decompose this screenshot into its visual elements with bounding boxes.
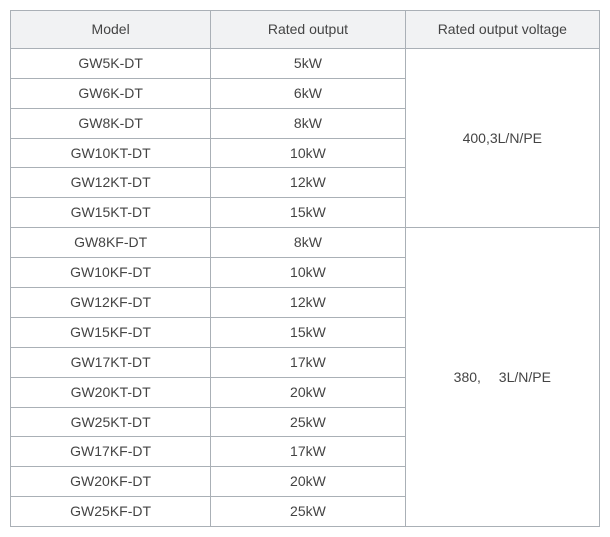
cell-output: 20kW [211,467,405,497]
cell-model: GW20KT-DT [11,377,211,407]
cell-voltage: 380, 3L/N/PE [405,228,599,527]
cell-model: GW25KF-DT [11,497,211,527]
cell-voltage: 400,3L/N/PE [405,48,599,227]
table-body: GW5K-DT5kW400,3L/N/PEGW6K-DT6kWGW8K-DT8k… [11,48,600,526]
table-row: GW5K-DT5kW400,3L/N/PE [11,48,600,78]
cell-model: GW6K-DT [11,78,211,108]
cell-output: 6kW [211,78,405,108]
header-voltage: Rated output voltage [405,11,599,49]
cell-output: 15kW [211,198,405,228]
cell-output: 25kW [211,497,405,527]
cell-output: 10kW [211,138,405,168]
cell-output: 12kW [211,168,405,198]
cell-model: GW17KF-DT [11,437,211,467]
cell-model: GW10KT-DT [11,138,211,168]
cell-output: 5kW [211,48,405,78]
header-row: Model Rated output Rated output voltage [11,11,600,49]
cell-model: GW12KT-DT [11,168,211,198]
cell-model: GW15KT-DT [11,198,211,228]
table-row: GW8KF-DT8kW380, 3L/N/PE [11,228,600,258]
cell-model: GW20KF-DT [11,467,211,497]
cell-output: 10kW [211,258,405,288]
table-head: Model Rated output Rated output voltage [11,11,600,49]
header-model: Model [11,11,211,49]
cell-model: GW17KT-DT [11,347,211,377]
cell-model: GW10KF-DT [11,258,211,288]
cell-output: 8kW [211,228,405,258]
cell-output: 12kW [211,288,405,318]
cell-output: 20kW [211,377,405,407]
cell-model: GW8K-DT [11,108,211,138]
cell-output: 17kW [211,437,405,467]
cell-model: GW25KT-DT [11,407,211,437]
cell-output: 15kW [211,317,405,347]
cell-model: GW5K-DT [11,48,211,78]
cell-model: GW15KF-DT [11,317,211,347]
cell-output: 25kW [211,407,405,437]
cell-output: 8kW [211,108,405,138]
spec-table: Model Rated output Rated output voltage … [10,10,600,527]
cell-output: 17kW [211,347,405,377]
header-output: Rated output [211,11,405,49]
cell-model: GW8KF-DT [11,228,211,258]
cell-model: GW12KF-DT [11,288,211,318]
